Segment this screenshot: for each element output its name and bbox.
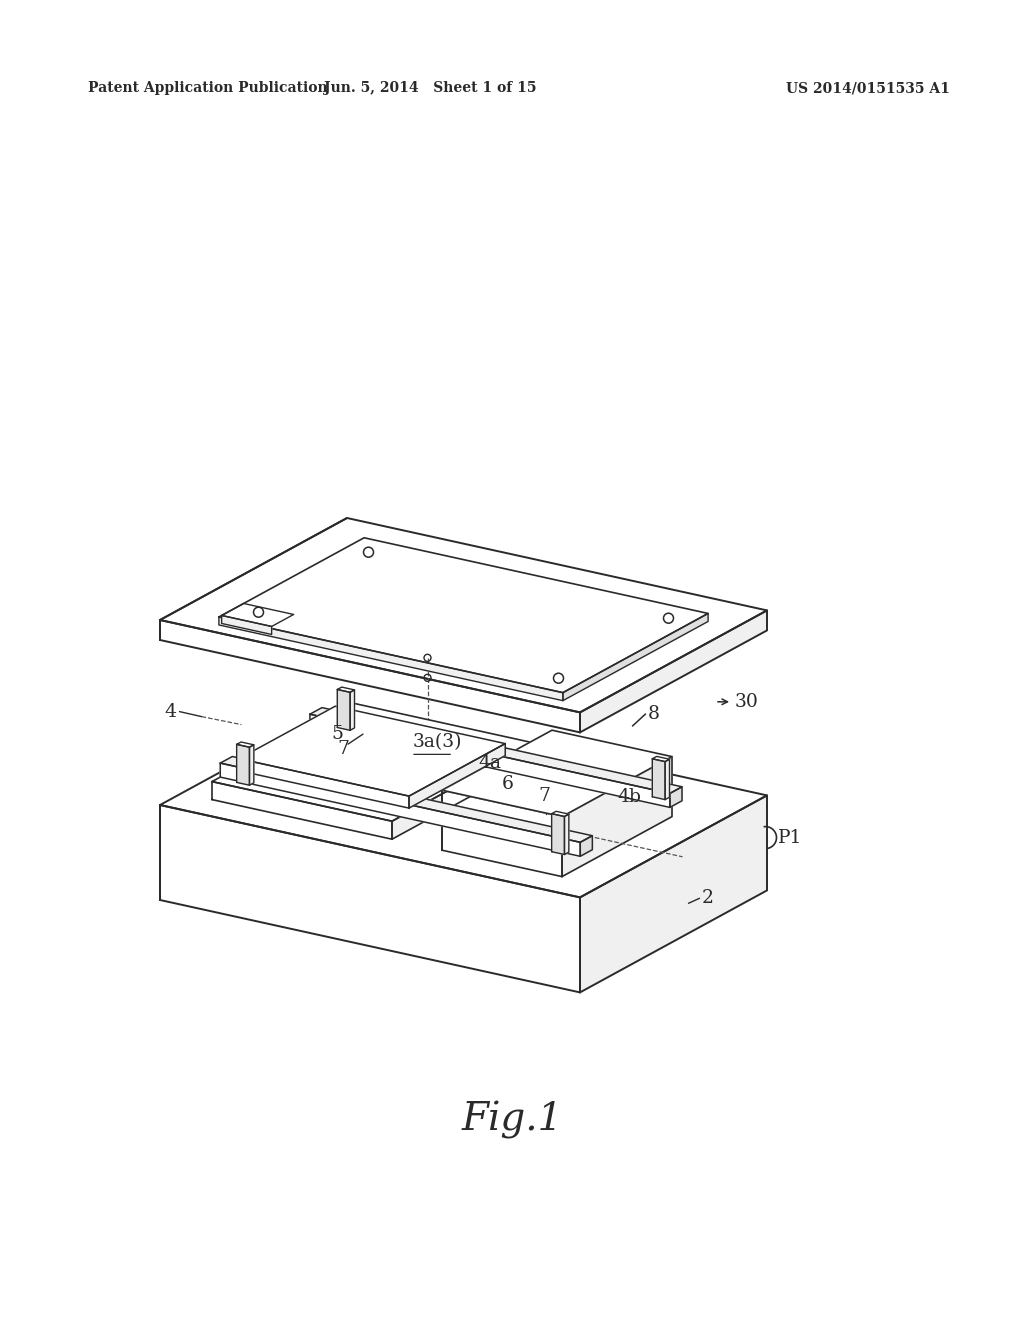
Polygon shape <box>337 689 350 730</box>
Text: US 2014/0151535 A1: US 2014/0151535 A1 <box>786 81 950 95</box>
Polygon shape <box>212 781 392 840</box>
Text: Jun. 5, 2014   Sheet 1 of 15: Jun. 5, 2014 Sheet 1 of 15 <box>324 81 537 95</box>
Polygon shape <box>337 688 354 692</box>
Text: P1: P1 <box>777 829 802 846</box>
Text: 8: 8 <box>647 705 659 723</box>
Polygon shape <box>552 812 569 817</box>
Polygon shape <box>442 730 672 817</box>
Polygon shape <box>552 813 564 854</box>
Text: 3a(3): 3a(3) <box>413 733 463 751</box>
Polygon shape <box>310 714 670 808</box>
Polygon shape <box>580 796 767 993</box>
Text: Fig.1: Fig.1 <box>462 1101 562 1139</box>
Text: 4b: 4b <box>617 788 641 807</box>
Polygon shape <box>237 742 254 747</box>
Polygon shape <box>160 805 580 993</box>
Polygon shape <box>652 756 670 762</box>
Polygon shape <box>564 814 569 854</box>
Polygon shape <box>160 517 767 713</box>
Polygon shape <box>219 616 563 701</box>
Text: 6: 6 <box>502 775 513 793</box>
Polygon shape <box>220 763 581 857</box>
Polygon shape <box>409 743 505 808</box>
Polygon shape <box>580 610 767 733</box>
Polygon shape <box>666 759 670 800</box>
Polygon shape <box>562 756 672 876</box>
Polygon shape <box>563 614 709 701</box>
Text: 4: 4 <box>165 702 176 721</box>
Polygon shape <box>310 708 682 793</box>
Text: 2: 2 <box>701 890 714 907</box>
Polygon shape <box>160 704 767 898</box>
Text: 5: 5 <box>331 725 343 743</box>
Polygon shape <box>160 620 580 733</box>
Polygon shape <box>221 615 271 635</box>
Polygon shape <box>239 759 409 808</box>
Polygon shape <box>442 791 562 876</box>
Polygon shape <box>350 690 354 730</box>
Polygon shape <box>220 756 592 842</box>
Polygon shape <box>581 836 592 857</box>
Polygon shape <box>237 744 250 785</box>
Polygon shape <box>250 744 254 785</box>
Text: 7: 7 <box>539 787 550 805</box>
Polygon shape <box>212 704 535 821</box>
Text: 7: 7 <box>337 741 349 758</box>
Text: 4a: 4a <box>478 755 501 772</box>
Text: 30: 30 <box>735 693 759 710</box>
Polygon shape <box>670 787 682 808</box>
Text: Patent Application Publication: Patent Application Publication <box>88 81 328 95</box>
Polygon shape <box>392 743 535 840</box>
Polygon shape <box>652 759 666 800</box>
Polygon shape <box>239 706 505 796</box>
